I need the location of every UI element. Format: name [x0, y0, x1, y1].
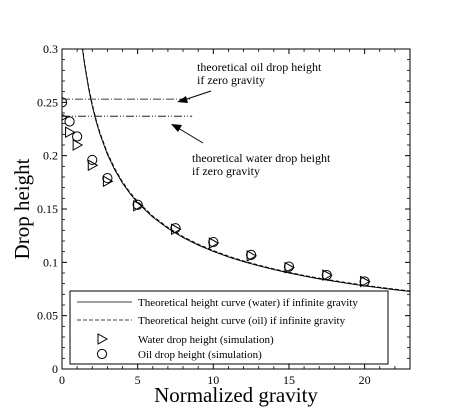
- oil-sim-point: [283, 261, 295, 272]
- oil-sim-point: [87, 154, 98, 166]
- legend-label-water-curve: Theoretical height curve (water) if infi…: [138, 297, 358, 309]
- y-tick-label: 0.15: [37, 202, 58, 216]
- oil-sim-point: [132, 199, 143, 210]
- annotation-water-line1: theoretical water drop height: [192, 151, 331, 165]
- x-tick-label: 0: [59, 373, 65, 387]
- zero-gravity-reference-lines: [62, 98, 193, 117]
- oil-sim-point: [170, 223, 181, 234]
- annotation-water-line2: if zero gravity: [192, 164, 260, 178]
- y-tick-label: 0.05: [37, 309, 58, 323]
- y-tick-label: 0.2: [43, 149, 58, 163]
- oil-sim-point: [359, 276, 370, 287]
- x-axis-ticks: 0 5 10 15 20: [59, 49, 396, 387]
- annotation-water-arrowhead: [171, 124, 182, 132]
- oil-sim-point: [72, 131, 83, 142]
- x-tick-label: 20: [359, 373, 371, 387]
- water-sim-point: [65, 126, 76, 139]
- x-tick-label: 5: [135, 373, 141, 387]
- water-sim-point: [360, 275, 371, 288]
- legend-label-oil-sim: Oil drop height (simulation): [138, 349, 262, 361]
- x-tick-label: 10: [207, 373, 219, 387]
- oil-zero-gravity-annotation: theoretical oil drop height if zero grav…: [177, 60, 322, 103]
- y-axis-ticks: 0 0.05 0.1 0.15 0.2 0.25 0.3: [37, 42, 410, 376]
- legend-swatch-oil-sim: [96, 348, 108, 360]
- legend-swatch-water-sim: [97, 333, 109, 345]
- y-tick-label: 0.25: [37, 95, 58, 109]
- annotation-oil-arrowhead: [177, 96, 188, 103]
- oil-sim-point: [321, 270, 332, 281]
- water-sim-point: [133, 199, 144, 212]
- y-tick-label: 0: [52, 362, 58, 376]
- water-zero-gravity-annotation: theoretical water drop height if zero gr…: [171, 124, 331, 178]
- legend-label-water-sim: Water drop height (simulation): [138, 334, 274, 346]
- series-line-theoretical-height-curve-water-if-infinite-gravity: [81, 49, 410, 292]
- annotation-oil-line2: if zero gravity: [197, 73, 265, 87]
- oil-sim-point: [102, 172, 113, 184]
- annotation-oil-line1: theoretical oil drop height: [197, 60, 322, 74]
- annotation-oil-arrow: [183, 90, 212, 101]
- water-sim-point: [208, 237, 220, 249]
- theoretical-curves: [81, 49, 410, 292]
- water-sim-point: [72, 139, 84, 151]
- y-axis-label: Drop height: [10, 158, 34, 259]
- simulation-markers: [62, 97, 371, 288]
- water-sim-point: [284, 261, 295, 274]
- water-sim-point: [322, 269, 333, 281]
- oil-sim-point: [246, 249, 257, 260]
- annotation-water-arrow: [177, 127, 204, 144]
- series-line-theoretical-height-curve-oil-if-infinite-gravity: [82, 49, 410, 292]
- water-sim-point: [102, 175, 114, 188]
- water-sim-point: [87, 159, 99, 172]
- water-sim-point: [246, 250, 258, 262]
- oil-sim-point: [64, 116, 75, 127]
- y-tick-label: 0.3: [43, 42, 58, 56]
- x-axis-label: Normalized gravity: [154, 383, 318, 407]
- legend: Theoretical height curve (water) if infi…: [69, 290, 389, 365]
- y-tick-label: 0.1: [43, 255, 58, 269]
- legend-box: [69, 290, 389, 365]
- oil-sim-point: [208, 236, 219, 248]
- x-tick-label: 15: [283, 373, 295, 387]
- water-sim-point: [170, 223, 182, 236]
- legend-label-oil-curve: Theoretical height curve (oil) if infini…: [138, 315, 346, 327]
